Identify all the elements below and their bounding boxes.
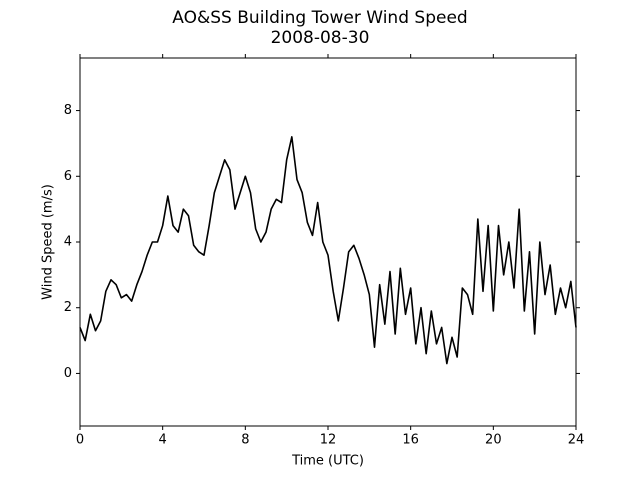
x-tick-label: 4 [159,433,167,448]
chart-subtitle: 2008-08-30 [271,28,370,48]
y-tick-label: 4 [64,235,72,250]
x-tick-label: 16 [402,433,419,448]
plot-frame [79,57,577,427]
data-line [79,136,577,365]
x-tick-label: 20 [485,433,502,448]
y-axis-label: Wind Speed (m/s) [41,184,56,300]
x-tick-label: 0 [76,433,84,448]
y-tick-label: 8 [64,103,72,118]
x-tick-label: 8 [241,433,249,448]
chart-title: AO&SS Building Tower Wind Speed [172,8,467,28]
x-axis-label: Time (UTC) [291,454,364,469]
y-tick-label: 2 [64,300,72,315]
y-tick-label: 6 [64,169,72,184]
x-tick-label: 12 [320,433,337,448]
x-tick-label: 24 [568,433,585,448]
y-tick-label: 0 [64,366,72,381]
